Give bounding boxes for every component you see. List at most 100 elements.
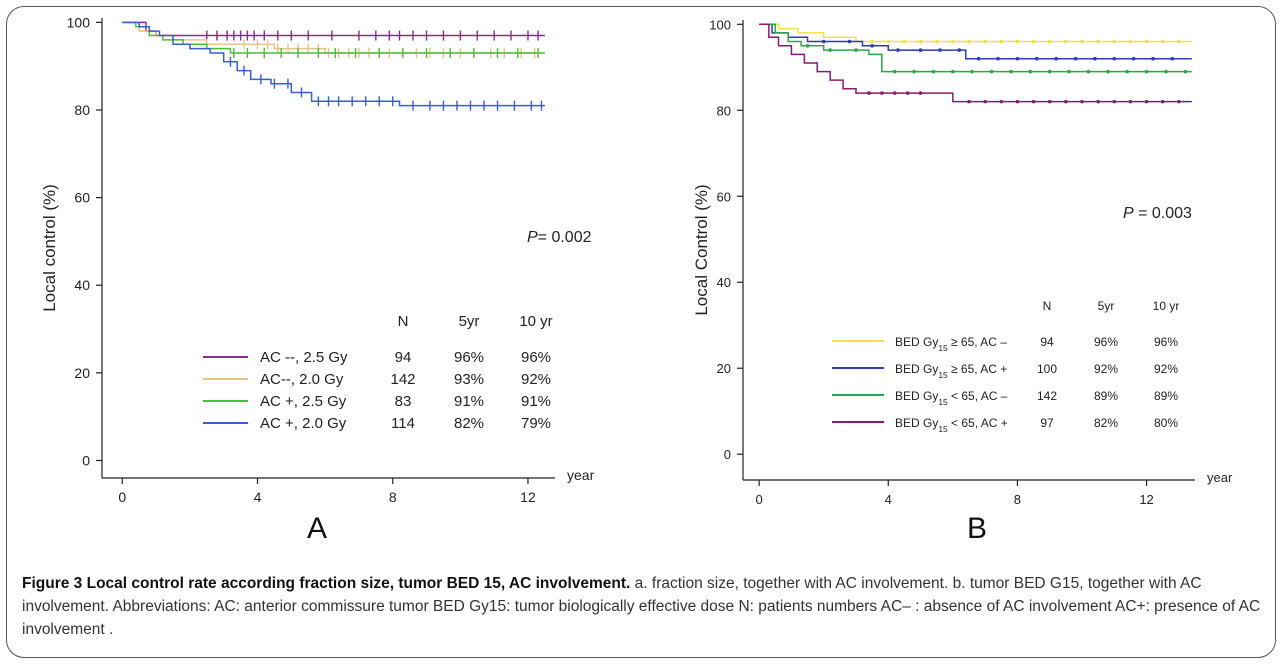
censor-mark (1144, 99, 1149, 104)
censor-mark (1009, 69, 1013, 74)
legend-10yr-2: 89% (1154, 389, 1178, 403)
censor-mark (805, 43, 810, 48)
censor-mark (1093, 56, 1097, 61)
censor-mark (934, 39, 939, 44)
legend-10yr-3: 80% (1154, 416, 1178, 430)
censor-mark (1073, 56, 1078, 61)
censor-mark (1015, 56, 1020, 61)
censor-mark (970, 69, 975, 74)
y-tick-label: 0 (724, 447, 731, 462)
legend-label-3: AC +, 2.0 Gy (260, 415, 347, 432)
censor-mark (1096, 99, 1100, 104)
legend-label-0: BED Gy15 ≥ 65, AC – (895, 335, 1007, 353)
legend-header-10yr: 10 yr (519, 313, 552, 330)
censor-mark (1031, 99, 1036, 104)
censor-mark (905, 91, 910, 95)
legend-header-5yr: 5yr (1098, 299, 1115, 313)
censor-mark (892, 91, 897, 95)
legend-n-1: 142 (390, 371, 415, 388)
censor-mark (847, 39, 852, 44)
censor-mark (918, 48, 923, 52)
legend-10yr-1: 92% (1154, 362, 1178, 376)
censor-mark (951, 69, 955, 74)
censor-mark (1160, 99, 1165, 104)
x-tick-label: 0 (118, 489, 126, 505)
censor-mark (1128, 99, 1133, 104)
caption-title: Figure 3 Local control rate according fr… (22, 575, 631, 592)
legend-label-3: BED Gy15 < 65, AC + (895, 416, 1008, 434)
censor-mark (996, 56, 1000, 61)
x-tick-label: 8 (389, 489, 397, 505)
y-tick-label: 20 (717, 361, 731, 376)
censor-mark (1080, 39, 1084, 44)
x-axis-label: year (1207, 470, 1233, 485)
legend-10yr-3: 79% (521, 415, 551, 432)
legend-header-10yr: 10 yr (1153, 299, 1180, 313)
censor-mark (967, 39, 971, 44)
censor-mark (1183, 69, 1188, 74)
censor-mark (1131, 56, 1136, 61)
legend-5yr-1: 93% (454, 371, 484, 388)
censor-mark (870, 43, 874, 48)
y-tick-label: 40 (717, 275, 731, 290)
legend-header-n: N (398, 313, 409, 330)
x-axis-label: year (567, 467, 595, 483)
censor-mark (892, 69, 897, 74)
legend-label-2: AC +, 2.5 Gy (260, 393, 347, 410)
censor-mark (951, 39, 955, 44)
censor-mark (1125, 69, 1129, 74)
legend-header-5yr: 5yr (459, 313, 480, 330)
legend-n-1: 100 (1037, 362, 1057, 376)
survival-curve-0 (759, 23, 1192, 43)
legend-n-3: 97 (1040, 416, 1054, 430)
y-tick-label: 20 (74, 365, 90, 381)
y-tick-label: 100 (709, 17, 731, 32)
x-tick-label: 4 (885, 492, 892, 507)
y-tick-label: 80 (717, 103, 731, 118)
legend-n-0: 94 (1040, 335, 1054, 349)
censor-mark (828, 48, 832, 52)
legend-label-0: AC --, 2.5 Gy (260, 349, 348, 366)
censor-mark (1177, 39, 1181, 44)
legend-5yr-2: 89% (1094, 389, 1118, 403)
censor-mark (918, 39, 923, 44)
censor-mark (1064, 39, 1068, 44)
panel-label-b: B (967, 512, 988, 545)
censor-mark (1144, 39, 1149, 44)
censor-mark (967, 99, 971, 104)
censor-mark (999, 99, 1004, 104)
censor-mark (1128, 39, 1133, 44)
x-tick-label: 12 (1139, 492, 1153, 507)
censor-mark (1015, 99, 1020, 104)
censor-mark (854, 48, 858, 52)
y-tick-label: 40 (74, 277, 90, 293)
censor-mark (957, 48, 962, 52)
censor-mark (1047, 99, 1052, 104)
censor-mark (896, 48, 900, 52)
survival-curve-1 (122, 21, 545, 54)
legend-5yr-3: 82% (454, 415, 484, 432)
legend-5yr-2: 91% (454, 393, 484, 410)
y-axis-label: Local Control (%) (692, 184, 711, 315)
figure-frame (6, 6, 1276, 658)
censor-mark (1031, 39, 1036, 44)
censor-mark (1047, 69, 1052, 74)
censor-mark (821, 39, 826, 44)
censor-mark (1106, 69, 1110, 74)
censor-mark (886, 39, 891, 44)
legend-n-3: 114 (391, 415, 415, 432)
y-tick-label: 60 (717, 189, 731, 204)
p-value: P = 0.003 (1123, 205, 1192, 222)
censor-mark (1177, 99, 1181, 104)
y-tick-label: 100 (67, 14, 91, 30)
censor-mark (1015, 39, 1020, 44)
x-tick-label: 12 (520, 489, 536, 505)
censor-mark (1054, 56, 1058, 61)
legend-10yr-0: 96% (521, 349, 551, 366)
p-value: P= 0.002 (527, 229, 592, 246)
censor-mark (1080, 99, 1084, 104)
censor-mark (983, 39, 987, 44)
censor-mark (1170, 56, 1175, 61)
legend-10yr-1: 92% (521, 371, 551, 388)
x-tick-label: 4 (254, 489, 262, 505)
